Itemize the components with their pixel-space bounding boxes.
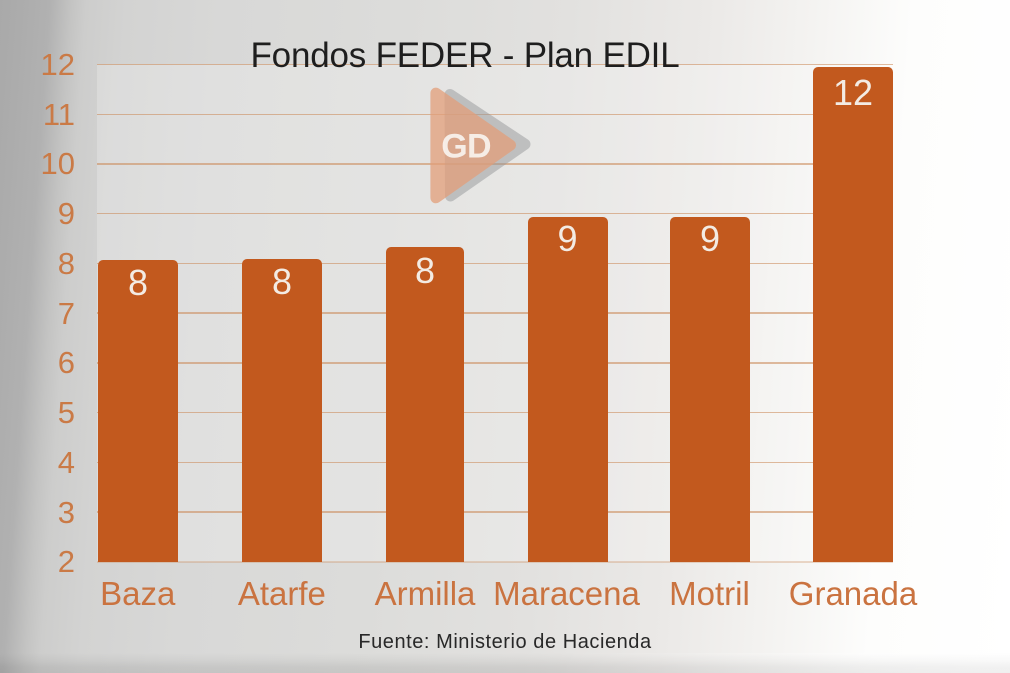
- svg-text:GD: GD: [441, 127, 491, 165]
